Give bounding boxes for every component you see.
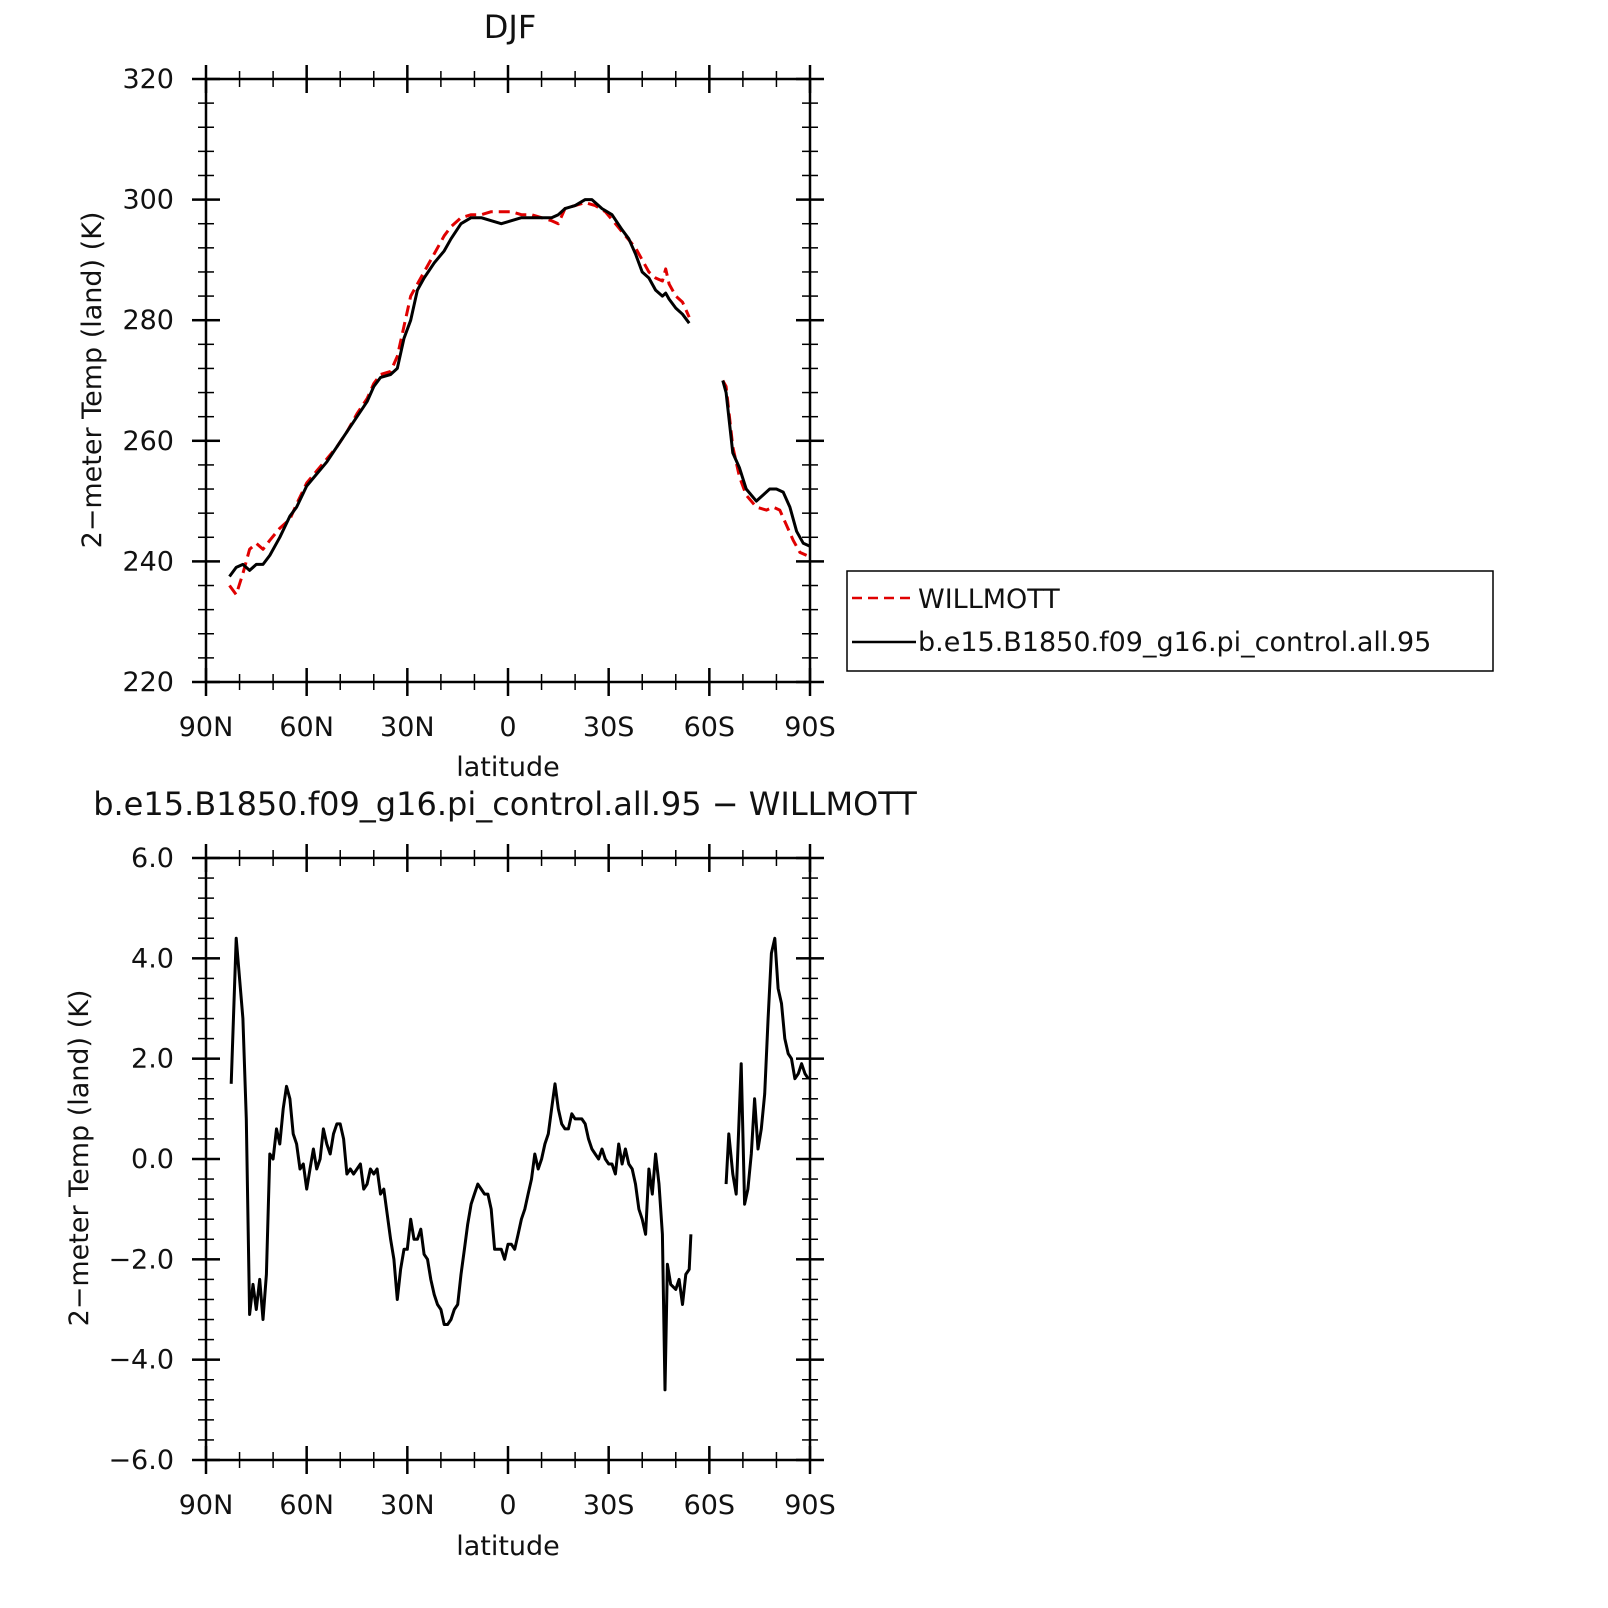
bottom-ticks [192,844,824,1474]
y-tick-label: 300 [122,185,174,216]
bottom-plot-frame [204,856,812,1462]
x-tick-label: 30S [583,712,635,743]
y-tick-label: 320 [122,64,174,95]
series-line-0-segment-0 [229,936,693,1392]
y-tick-label: −6.0 [108,1445,174,1476]
legend-label-willmott: WILLMOTT [918,584,1060,615]
bottom-y-axis-label: 2−meter Temp (land) (K) [64,990,95,1327]
series-line-1-segment-1 [721,380,811,548]
top-x-axis-label: latitude [456,752,560,783]
x-tick-label: 90S [784,1490,836,1521]
legend-label-model: b.e15.B1850.f09_g16.pi_control.all.95 [918,627,1431,658]
bottom-x-tick-labels: 90N 60N 30N 0 30S 60S 90S [179,1490,836,1521]
top-x-tick-labels: 90N 60N 30N 0 30S 60S 90S [179,712,836,743]
bottom-x-axis-label: latitude [456,1531,560,1562]
x-tick-label: 90S [784,712,836,743]
y-tick-label: 220 [122,667,174,698]
legend-box [846,570,1494,672]
y-tick-label: −2.0 [108,1244,174,1275]
top-series-lines [228,198,811,597]
top-plot-frame [204,77,812,684]
y-tick-label: 240 [122,546,174,577]
series-line-0-segment-1 [721,379,808,557]
y-tick-label: 2.0 [131,1044,174,1075]
top-chart-title: DJF [484,8,536,46]
x-tick-label: 60S [684,712,736,743]
y-tick-label: 280 [122,305,174,336]
series-line-0-segment-0 [228,201,691,597]
series-line-1-segment-0 [228,198,691,578]
bottom-panel: b.e15.B1850.f09_g16.pi_control.all.95 − … [64,785,917,1562]
x-tick-label: 60S [684,1490,736,1521]
series-line-0-segment-1 [724,936,810,1206]
x-tick-label: 60N [279,1490,334,1521]
y-tick-label: 6.0 [131,843,174,874]
y-tick-label: −4.0 [108,1345,174,1376]
legend: WILLMOTT b.e15.B1850.f09_g16.pi_control.… [846,570,1494,672]
x-tick-label: 30N [380,712,435,743]
top-ticks [192,65,824,696]
x-tick-label: 60N [279,712,334,743]
y-tick-label: 0.0 [131,1144,174,1175]
bottom-chart-title: b.e15.B1850.f09_g16.pi_control.all.95 − … [93,785,917,823]
top-y-tick-labels: 220 240 260 280 300 320 [122,64,174,698]
y-tick-label: 260 [122,426,174,457]
x-tick-label: 30N [380,1490,435,1521]
x-tick-label: 90N [179,712,234,743]
top-y-axis-label: 2−meter Temp (land) (K) [77,212,108,549]
bottom-series-lines [229,936,810,1392]
x-tick-label: 0 [499,712,516,743]
bottom-y-tick-labels: −6.0 −4.0 −2.0 0.0 2.0 4.0 6.0 [108,843,174,1476]
x-tick-label: 90N [179,1490,234,1521]
x-tick-label: 30S [583,1490,635,1521]
x-tick-label: 0 [499,1490,516,1521]
y-tick-label: 4.0 [131,943,174,974]
